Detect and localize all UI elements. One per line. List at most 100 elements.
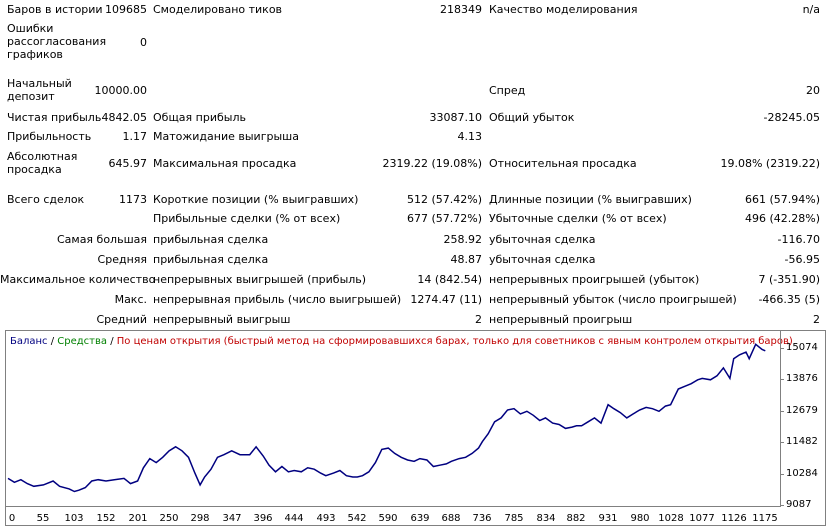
- x-tick-label: 152: [96, 513, 116, 524]
- rel-drawdown-value: 19.08% (2319.22): [720, 157, 820, 170]
- deposit-value: 10000.00: [94, 84, 148, 97]
- legend-note: По ценам открытия (быстрый метод на сфор…: [116, 336, 793, 347]
- spread-value: 20: [806, 84, 820, 97]
- x-tick-label: 1028: [658, 513, 684, 524]
- bars-label: Баров в истории: [7, 3, 103, 16]
- profit-trades-label: Прибыльные сделки (% от всех): [153, 212, 341, 225]
- y-tick-mark: [781, 474, 784, 475]
- y-tick-label: 11482: [786, 436, 818, 447]
- x-tick-label: 103: [64, 513, 84, 524]
- max-consec-loss-label: непрерывный убыток (число проигрышей): [489, 293, 737, 306]
- y-tick-label: 9087: [786, 499, 812, 510]
- short-positions-value: 512 (57.42%): [406, 193, 482, 206]
- max-consec-profit-label: непрерывная прибыль (число выигрышей): [153, 293, 402, 306]
- y-tick-label: 13876: [786, 373, 818, 384]
- y-tick-mark: [781, 505, 784, 506]
- max-consec-wins-value: 14 (842.54): [417, 273, 482, 286]
- max-consec-profit-value: 1274.47 (11): [410, 293, 482, 306]
- x-tick-label: 444: [284, 513, 304, 524]
- avg-consec-losses-label: непрерывный проигрыш: [489, 313, 633, 326]
- chart-legend: Баланс / Средства / По ценам открытия (б…: [10, 336, 793, 347]
- rel-drawdown-label: Относительная просадка: [489, 157, 637, 170]
- x-tick-label: 493: [316, 513, 336, 524]
- y-tick-label: 15074: [786, 342, 818, 353]
- average-profit-label: прибыльная сделка: [153, 253, 269, 266]
- expected-payoff-label: Матожидание выигрыша: [153, 130, 299, 143]
- net-profit-value: 4842.05: [101, 111, 148, 124]
- max-label: Макс.: [114, 293, 147, 306]
- average-profit-value: 48.87: [450, 253, 483, 266]
- x-tick-label: 736: [472, 513, 492, 524]
- net-profit-label: Чистая прибыль: [7, 111, 102, 124]
- legend-equity: Средства: [57, 336, 108, 347]
- x-tick-label: 639: [410, 513, 430, 524]
- x-tick-label: 1175: [752, 513, 778, 524]
- balance-chart: Баланс / Средства / По ценам открытия (б…: [5, 330, 826, 526]
- short-positions-label: Короткие позиции (% выигравших): [153, 193, 359, 206]
- average-label: Средняя: [97, 253, 147, 266]
- x-tick-label: 1126: [721, 513, 747, 524]
- max-consec-loss-value: -466.35 (5): [758, 293, 820, 306]
- x-tick-label: 201: [128, 513, 148, 524]
- legend-separator: /: [107, 336, 117, 347]
- profit-trades-value: 677 (57.72%): [406, 212, 482, 225]
- gross-profit-label: Общая прибыль: [153, 111, 246, 124]
- profit-factor-value: 1.17: [122, 130, 148, 143]
- bars-value: 109685: [105, 3, 147, 16]
- max-consec-wins-label: непрерывных выигрышей (прибыль): [153, 273, 367, 286]
- largest-label: Самая большая: [56, 233, 147, 246]
- balance-series-line: [7, 343, 766, 493]
- x-tick-label: 980: [630, 513, 650, 524]
- largest-loss-value: -116.70: [777, 233, 820, 246]
- abs-drawdown-label: Абсолютная просадка: [7, 150, 78, 176]
- gross-loss-label: Общий убыток: [489, 111, 575, 124]
- x-tick-label: 298: [190, 513, 210, 524]
- avg-consec-losses-value: 2: [813, 313, 820, 326]
- gross-profit-value: 33087.10: [429, 111, 483, 124]
- avg-consec-wins-value: 2: [475, 313, 482, 326]
- y-tick-mark: [781, 442, 784, 443]
- x-tick-label: 0: [8, 513, 16, 524]
- ticks-value: 218349: [440, 3, 482, 16]
- x-tick-label: 1077: [689, 513, 715, 524]
- loss-trades-label: Убыточные сделки (% от всех): [489, 212, 667, 225]
- total-trades-label: Всего сделок: [7, 193, 85, 206]
- x-tick-label: 785: [504, 513, 524, 524]
- max-consec-losses-label: непрерывных проигрышей (убыток): [489, 273, 700, 286]
- spread-label: Спред: [489, 84, 526, 97]
- mismatch-value: 0: [140, 36, 147, 49]
- gross-loss-value: -28245.05: [763, 111, 820, 124]
- max-consec-losses-value: 7 (-351.90): [758, 273, 820, 286]
- x-tick-label: 55: [36, 513, 50, 524]
- y-tick-label: 10284: [786, 468, 818, 479]
- largest-loss-label: убыточная сделка: [489, 233, 596, 246]
- long-positions-value: 661 (57.94%): [744, 193, 820, 206]
- x-tick-label: 590: [378, 513, 398, 524]
- avg-label: Средний: [96, 313, 147, 326]
- largest-profit-label: прибыльная сделка: [153, 233, 269, 246]
- expected-payoff-value: 4.13: [457, 130, 483, 143]
- legend-separator: /: [47, 336, 58, 347]
- x-tick-label: 396: [253, 513, 273, 524]
- long-positions-label: Длинные позиции (% выигравших): [489, 193, 692, 206]
- x-tick-label: 834: [536, 513, 556, 524]
- y-tick-mark: [781, 379, 784, 380]
- chart-plot-area: [6, 331, 781, 507]
- y-tick-mark: [781, 411, 784, 412]
- max-drawdown-value: 2319.22 (19.08%): [382, 157, 482, 170]
- largest-profit-value: 258.92: [443, 233, 483, 246]
- x-tick-label: 250: [159, 513, 179, 524]
- x-tick-label: 882: [566, 513, 586, 524]
- legend-balance: Баланс: [10, 336, 48, 347]
- average-loss-value: -56.95: [784, 253, 820, 266]
- total-trades-value: 1173: [119, 193, 147, 206]
- quality-label: Качество моделирования: [489, 3, 638, 16]
- x-tick-label: 931: [598, 513, 618, 524]
- average-loss-label: убыточная сделка: [489, 253, 596, 266]
- max-drawdown-label: Максимальная просадка: [153, 157, 297, 170]
- y-tick-mark: [781, 348, 784, 349]
- quality-value: n/a: [802, 3, 820, 16]
- max-count-label: Максимальное количество: [0, 273, 156, 286]
- x-tick-label: 347: [222, 513, 242, 524]
- profit-factor-label: Прибыльность: [7, 130, 92, 143]
